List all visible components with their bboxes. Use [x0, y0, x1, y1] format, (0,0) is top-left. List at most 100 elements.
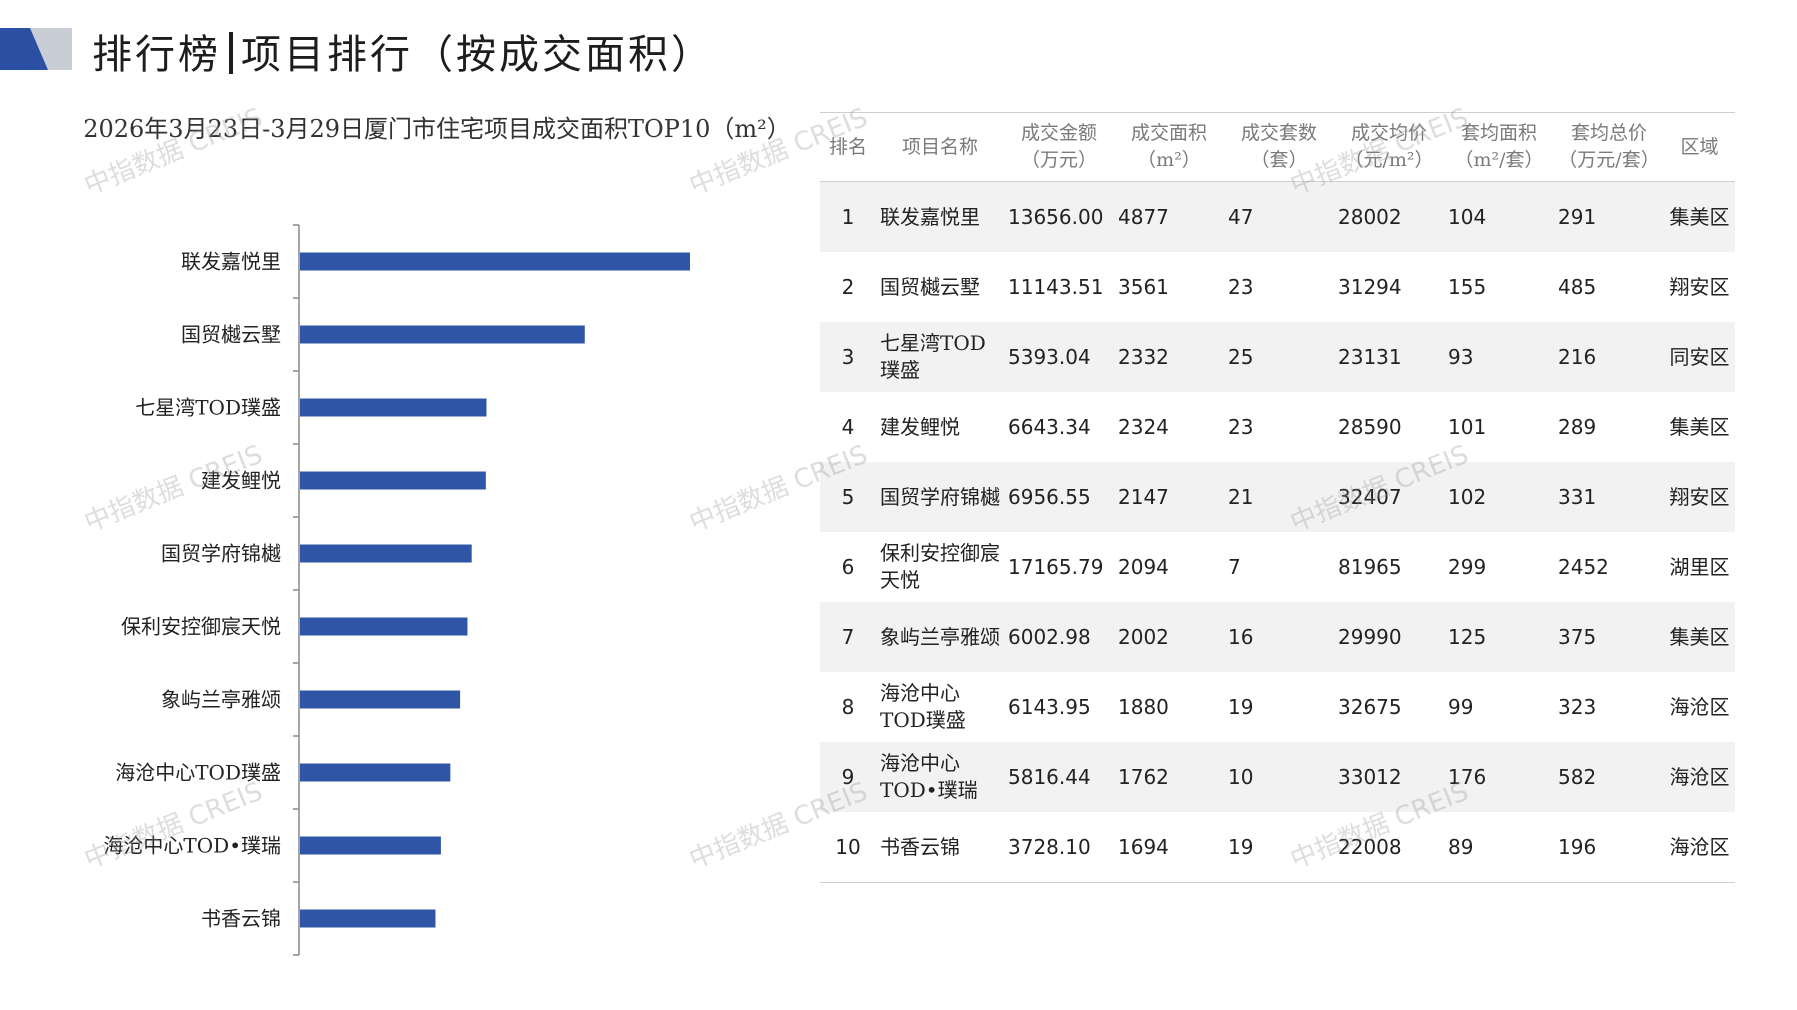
district-cell: 集美区 [1664, 181, 1735, 252]
rank-cell: 5 [820, 462, 876, 532]
category-label: 建发鲤悦 [201, 469, 281, 493]
project-name-cell: 联发嘉悦里 [876, 181, 1004, 252]
logo-dark-block [0, 28, 30, 70]
avg-area-cell: 104 [1444, 181, 1554, 252]
project-name-cell: 保利安控御宸天悦 [880, 541, 1000, 592]
price-cell: 33012 [1334, 742, 1444, 812]
rank-cell: 10 [820, 812, 876, 883]
avg-area-cell: 299 [1448, 554, 1487, 579]
category-label: 保利安控御宸天悦 [121, 615, 281, 639]
column-header: 成交套数 （套） [1224, 112, 1334, 182]
project-name-cell: 七星湾TOD璞盛 [876, 322, 1004, 392]
rank-cell: 9 [820, 742, 876, 812]
district-cell: 同安区 [1664, 322, 1735, 392]
category-label: 国贸樾云墅 [181, 323, 281, 347]
area-cell: 2002 [1114, 602, 1224, 672]
avg-total-cell: 375 [1554, 602, 1664, 672]
category-label: 国贸学府锦樾 [161, 542, 281, 566]
column-header: 区域 [1664, 112, 1735, 182]
price-cell: 81965 [1338, 554, 1402, 579]
project-name-cell: 国贸樾云墅 [880, 274, 980, 299]
district-cell: 翔安区 [1664, 462, 1735, 532]
table-row: 9 海沧中心TOD•璞瑞 5816.44 1762 10 33012 176 582 海沧区 [820, 742, 1735, 812]
project-name-cell: 海沧中心TOD•璞瑞 [876, 742, 1004, 812]
area-cell: 2332 [1114, 322, 1224, 392]
rank-cell: 1 [820, 181, 876, 252]
table-row: 8 海沧中心TOD璞盛 6143.95 1880 19 32675 99 323 海沧区 [820, 672, 1735, 742]
category-label: 书香云锦 [201, 907, 281, 931]
table-row: 6 保利安控御宸天悦 17165.79 2094 7 81965 299 2452 湖里区 [820, 532, 1735, 602]
table-row: 3 七星湾TOD璞盛 5393.04 2332 25 23131 93 216 同安区 [820, 322, 1735, 392]
rank-cell: 7 [820, 602, 876, 672]
district-cell: 海沧区 [1664, 812, 1735, 883]
amount-cell: 13656.00 [1004, 181, 1114, 252]
page-title-subject: 项目排行（按成交面积） [241, 32, 714, 78]
units-cell: 21 [1224, 462, 1334, 532]
avg-area-cell: 125 [1444, 602, 1554, 672]
units-cell: 23 [1228, 414, 1254, 439]
units-cell: 23 [1228, 274, 1254, 299]
amount-cell: 11143.51 [1008, 274, 1104, 299]
amount-cell: 6143.95 [1008, 694, 1091, 719]
bar [300, 325, 585, 344]
price-cell: 32407 [1334, 462, 1444, 532]
avg-total-cell: 289 [1558, 414, 1597, 439]
district-cell: 海沧区 [1664, 742, 1735, 812]
bar [300, 909, 436, 928]
units-cell: 25 [1224, 322, 1334, 392]
title-separator [229, 32, 233, 74]
area-cell: 2094 [1118, 554, 1169, 579]
amount-cell: 17165.79 [1008, 554, 1104, 579]
avg-area-cell: 101 [1448, 414, 1487, 439]
amount-cell: 3728.10 [1004, 812, 1114, 883]
column-header: 套均面积 （m²/套） [1444, 112, 1554, 182]
rank-cell: 6 [841, 554, 855, 579]
price-cell: 23131 [1334, 322, 1444, 392]
bar-chart: 联发嘉悦里国贸樾云墅七星湾TOD璞盛建发鲤悦国贸学府锦樾保利安控御宸天悦象屿兰亭… [103, 224, 690, 956]
price-cell: 29990 [1334, 602, 1444, 672]
page-title: 排行榜 项目排行（按成交面积） [92, 22, 714, 80]
category-label: 象屿兰亭雅颂 [161, 688, 281, 712]
amount-cell: 6002.98 [1004, 602, 1114, 672]
price-cell: 31294 [1338, 274, 1402, 299]
bar [300, 471, 486, 490]
column-header: 项目名称 [876, 112, 1004, 182]
avg-total-cell: 582 [1554, 742, 1664, 812]
table-row: 4 建发鲤悦 6643.34 2324 23 28590 101 289 集美区 [820, 392, 1735, 462]
amount-cell: 5393.04 [1004, 322, 1114, 392]
district-cell: 湖里区 [1669, 554, 1730, 579]
table-row: 2 国贸樾云墅 11143.51 3561 23 31294 155 485 翔安区 [820, 252, 1735, 322]
amount-cell: 6956.55 [1004, 462, 1114, 532]
units-cell: 19 [1224, 812, 1334, 883]
district-cell: 翔安区 [1669, 274, 1730, 299]
avg-area-cell: 155 [1448, 274, 1487, 299]
rank-cell: 8 [841, 694, 855, 719]
area-cell: 1880 [1118, 694, 1169, 719]
table-row: 1 联发嘉悦里 13656.00 4877 47 28002 104 291 集美区 [820, 181, 1735, 252]
avg-total-cell: 196 [1554, 812, 1664, 883]
rank-cell: 3 [820, 322, 876, 392]
page-title-section: 排行榜 [92, 32, 221, 78]
avg-total-cell: 2452 [1558, 554, 1609, 579]
chart-title: 2026年3月23日-3月29日厦门市住宅项目成交面积TOP10（m²） [83, 115, 791, 143]
units-cell: 16 [1224, 602, 1334, 672]
avg-area-cell: 99 [1448, 694, 1474, 719]
area-cell: 1694 [1114, 812, 1224, 883]
avg-area-cell: 176 [1444, 742, 1554, 812]
area-cell: 1762 [1114, 742, 1224, 812]
table-body: 1 联发嘉悦里 13656.00 4877 47 28002 104 291 集美区 2 国贸樾云墅… [820, 181, 1735, 883]
category-label: 海沧中心TOD璞盛 [115, 761, 281, 785]
project-name-cell: 建发鲤悦 [880, 414, 960, 439]
avg-area-cell: 93 [1444, 322, 1554, 392]
avg-total-cell: 291 [1554, 181, 1664, 252]
table-row: 10 书香云锦 3728.10 1694 19 22008 89 196 海沧区 [820, 812, 1735, 883]
table-row: 5 国贸学府锦樾 6956.55 2147 21 32407 102 331 翔安区 [820, 462, 1735, 532]
amount-cell: 5816.44 [1004, 742, 1114, 812]
project-name-cell: 海沧中心TOD璞盛 [880, 681, 966, 732]
ranking-table: 排名 项目名称 成交金额 （万元） 成交面积 （m²） 成交套数 （套） 成交均价 （元/… [820, 112, 1735, 883]
units-cell: 47 [1224, 181, 1334, 252]
category-label: 海沧中心TOD•璞瑞 [103, 834, 281, 858]
column-header: 排名 [820, 112, 876, 182]
amount-cell: 6643.34 [1008, 414, 1091, 439]
category-label: 七星湾TOD璞盛 [135, 396, 281, 420]
